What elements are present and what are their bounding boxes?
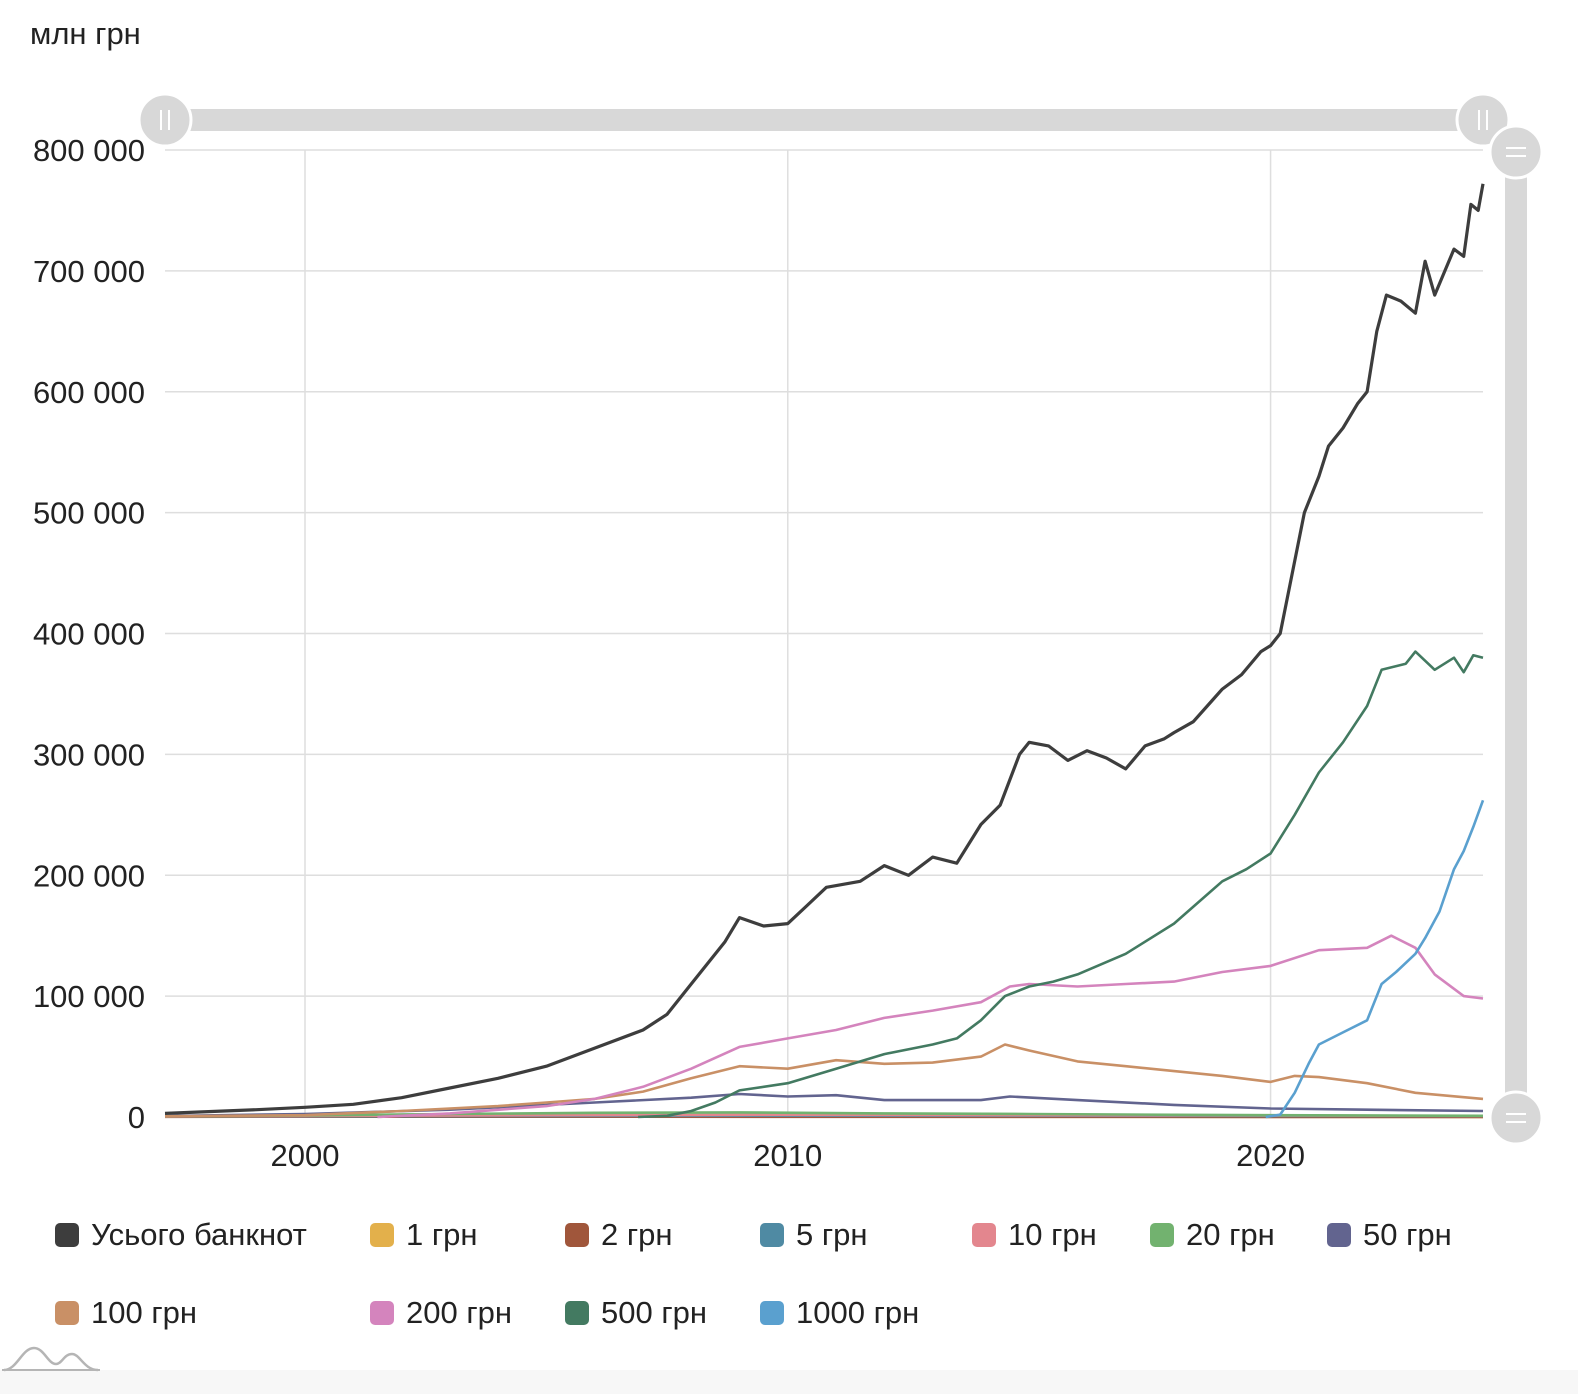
x-tick-label: 2000 [271, 1138, 340, 1173]
y-tick-label: 500 000 [33, 496, 145, 531]
legend-swatch [55, 1301, 79, 1325]
legend-swatch [370, 1223, 394, 1247]
series-line-0 [164, 183, 1485, 1115]
legend-label: 100 грн [91, 1295, 198, 1330]
legend-item[interactable]: 200 грн [370, 1295, 512, 1331]
x-range-slider[interactable] [137, 92, 1511, 148]
x-tick-label: 2010 [753, 1138, 822, 1173]
logo-icon [2, 1346, 100, 1372]
legend-item[interactable]: Усього банкнот [55, 1217, 307, 1253]
y-tick-label: 800 000 [33, 133, 145, 168]
x-tick-label: 2020 [1236, 1138, 1305, 1173]
series-line-8 [377, 934, 1484, 1119]
legend-swatch [972, 1223, 996, 1247]
y-axis-unit-label: млн грн [30, 16, 141, 51]
legend-label: 1000 грн [796, 1295, 920, 1330]
series-line-5 [164, 1111, 1484, 1118]
legend-label: 50 грн [1363, 1217, 1452, 1252]
legend-item[interactable]: 20 грн [1150, 1217, 1275, 1253]
legend-swatch [1150, 1223, 1174, 1247]
legend-label: 500 грн [601, 1295, 708, 1330]
legend-label: 1 грн [406, 1217, 478, 1252]
legend-label: 10 грн [1008, 1217, 1097, 1252]
series-lines [164, 183, 1485, 1119]
legend-item[interactable]: 100 грн [55, 1295, 197, 1331]
y-tick-label: 100 000 [33, 979, 145, 1014]
footer-bar [0, 1370, 1578, 1394]
legend-item[interactable]: 1 грн [370, 1217, 478, 1253]
legend-swatch [760, 1301, 784, 1325]
legend-item[interactable]: 50 грн [1327, 1217, 1452, 1253]
y-tick-label: 600 000 [33, 375, 145, 410]
y-range-handle-top[interactable] [1488, 124, 1544, 180]
y-tick-label: 700 000 [33, 254, 145, 289]
x-range-handle-right[interactable] [1455, 92, 1511, 148]
series-line-9 [638, 650, 1484, 1119]
y-tick-label: 200 000 [33, 858, 145, 893]
y-axis-ticks: 0 100 000 200 000 300 000 400 000 500 000 600 … [33, 133, 145, 1135]
series-line-6 [164, 1092, 1484, 1118]
legend-swatch [565, 1301, 589, 1325]
legend-swatch [760, 1223, 784, 1247]
y-tick-label: 300 000 [33, 737, 145, 772]
y-range-slider[interactable] [1488, 124, 1544, 1146]
series-line-7 [164, 1043, 1484, 1118]
legend-label: 20 грн [1186, 1217, 1275, 1252]
legend-label: Усього банкнот [91, 1217, 307, 1252]
legend-swatch [1327, 1223, 1351, 1247]
legend-item[interactable]: 10 грн [972, 1217, 1097, 1253]
legend-label: 200 грн [406, 1295, 513, 1330]
y-range-handle-bottom[interactable] [1488, 1090, 1544, 1146]
legend-item[interactable]: 2 грн [565, 1217, 673, 1253]
y-tick-label: 0 [128, 1100, 145, 1135]
x-range-handle-left[interactable] [137, 92, 193, 148]
legend-item[interactable]: 5 грн [760, 1217, 868, 1253]
legend-swatch [55, 1223, 79, 1247]
grid-lines [165, 149, 1483, 1118]
legend-swatch [370, 1301, 394, 1325]
legend-item[interactable]: 500 грн [565, 1295, 707, 1331]
legend-swatch [565, 1223, 589, 1247]
y-tick-label: 400 000 [33, 617, 145, 652]
legend-label: 2 грн [601, 1217, 673, 1252]
series-line-10 [1265, 799, 1485, 1119]
x-axis-ticks: 2000 2010 2020 [271, 1138, 1306, 1173]
legend-item[interactable]: 1000 грн [760, 1295, 919, 1331]
legend-label: 5 грн [796, 1217, 868, 1252]
